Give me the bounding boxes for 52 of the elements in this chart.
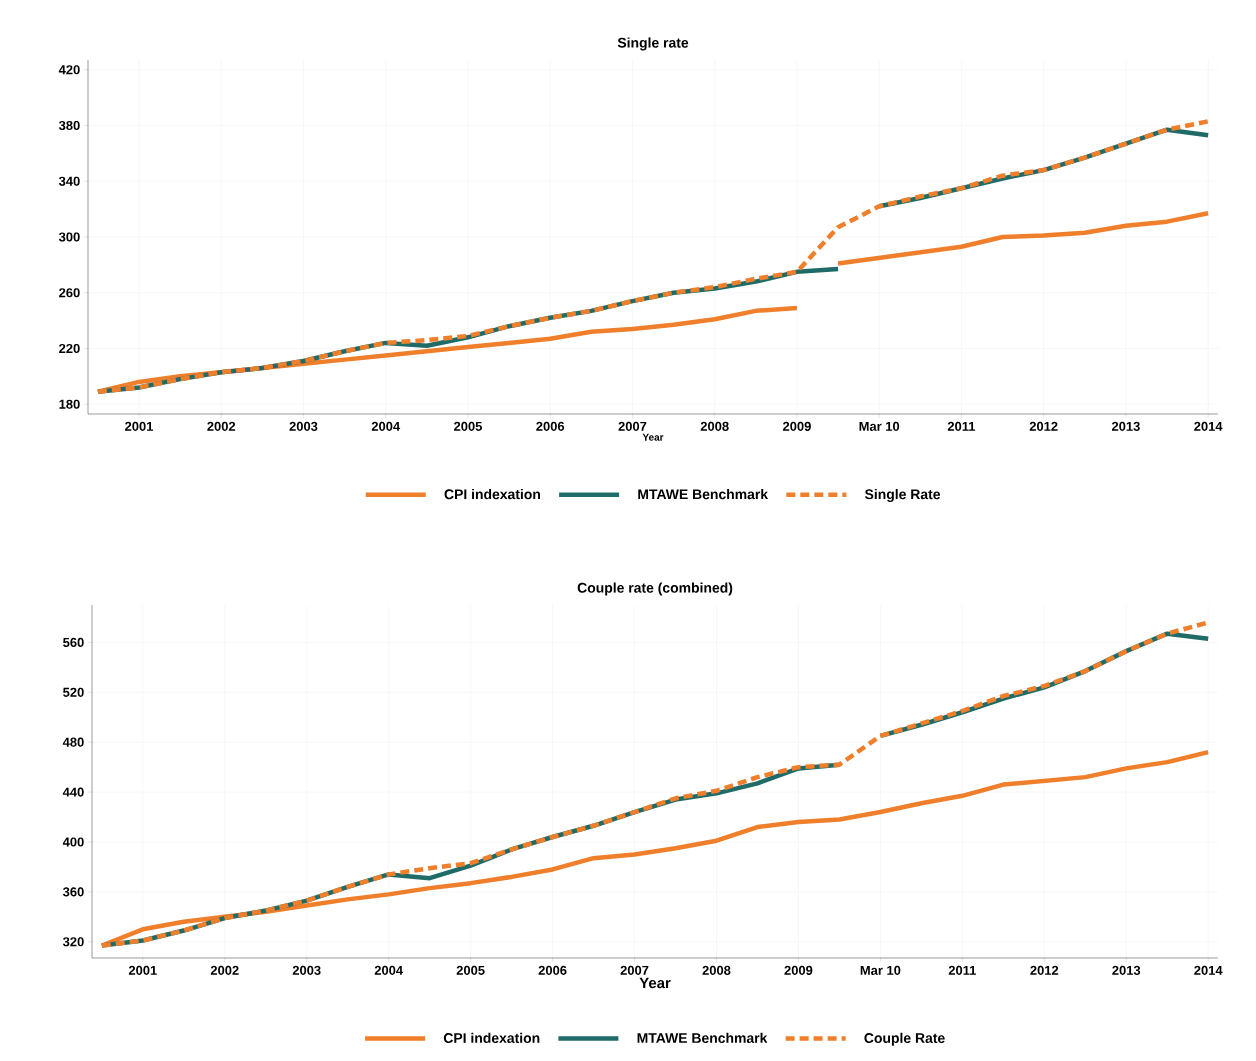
x-tick-label: 2005 [456,965,485,975]
y-tick-label: 340 [58,176,80,186]
chart-title: Single rate [617,37,689,51]
x-tick-label: 2002 [210,965,239,975]
x-tick-label: 2011 [948,965,977,975]
y-tick-label: 320 [62,937,84,947]
y-tick-label: 560 [63,637,84,647]
x-tick-label: 2014 [1194,965,1223,975]
x-tick-label: 2009 [782,421,811,431]
x-axis-title: Year [642,433,664,441]
y-tick-label: 300 [58,232,80,242]
x-tick-label: 2012 [1030,965,1059,975]
legend-label: Couple Rate [864,1032,945,1046]
x-tick-label: 2005 [454,421,483,431]
x-tick-label: 2013 [1112,965,1141,975]
x-tick-label: 2002 [207,421,236,431]
x-tick-label: 2001 [128,965,157,975]
x-tick-label: 2008 [700,421,729,431]
x-tick-label: 2006 [538,965,567,975]
legend-label: MTAWE Benchmark [638,488,769,500]
x-tick-label: 2009 [784,965,813,975]
y-tick-label: 420 [58,65,80,75]
y-tick-label: 480 [62,737,84,747]
y-tick-label: 360 [62,887,84,897]
x-tick-label: 2003 [292,965,321,975]
y-tick-label: 440 [62,787,84,797]
chart-title: Couple rate (combined) [577,582,733,596]
x-tick-label: 2004 [374,965,404,975]
x-tick-label: 2014 [1194,421,1223,431]
x-tick-label: Mar 10 [860,965,901,975]
y-tick-label: 220 [59,343,80,354]
y-tick-label: 520 [63,687,84,697]
y-tick-label: 260 [59,288,80,298]
x-tick-label: 2007 [620,965,649,975]
x-tick-label: 2001 [125,421,154,431]
y-tick-label: 380 [58,120,80,131]
x-tick-label: 2004 [371,421,401,431]
x-tick-label: 2007 [618,421,647,431]
y-tick-label: 180 [59,399,80,409]
legend-label: CPI indexation [443,1032,540,1044]
x-tick-label: 2003 [289,421,318,431]
legend-label: Single Rate [864,488,941,503]
x-tick-label: 2006 [536,421,565,431]
legend-label: CPI indexation [444,488,540,500]
x-axis-title: Year [639,977,671,989]
x-tick-label: 2012 [1029,421,1058,431]
x-tick-label: 2013 [1111,421,1140,431]
x-tick-label: Mar 10 [859,421,900,431]
x-tick-label: 2008 [702,965,731,975]
x-tick-label: 2011 [947,421,976,431]
legend-label: MTAWE Benchmark [637,1032,768,1044]
y-tick-label: 400 [62,837,84,847]
